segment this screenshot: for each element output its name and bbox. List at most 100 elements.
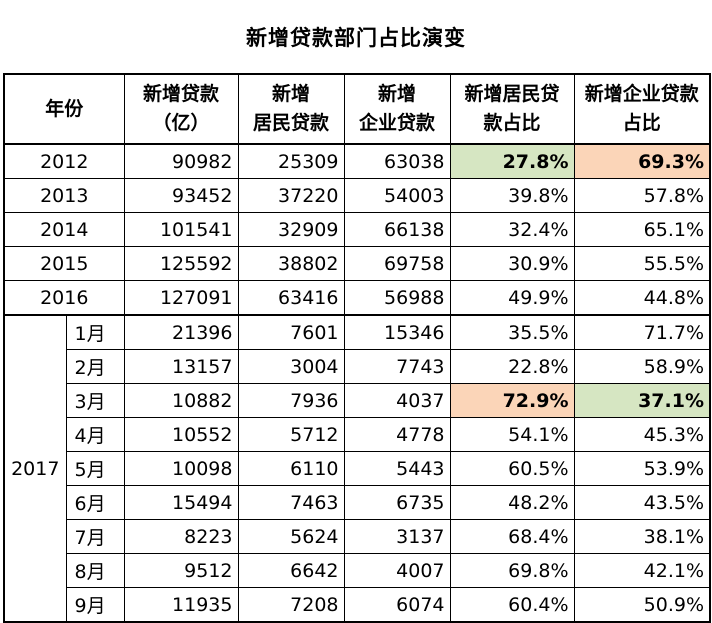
total-cell: 93452 <box>123 178 239 213</box>
resident-cell: 7936 <box>237 383 345 418</box>
header-year: 年份 <box>3 73 125 145</box>
resident-ratio-cell: 22.8% <box>449 349 575 384</box>
loan-ratio-table: 年份 新增贷款 （亿） 新增 居民贷款 新增 企业贷款 新增居民贷 款占比 新增企业贷款… <box>3 73 711 623</box>
enterprise-ratio-cell: 45.3% <box>573 417 711 452</box>
enterprise-cell: 5443 <box>343 451 451 486</box>
month-cell: 7月 <box>65 519 125 554</box>
resident-ratio-cell: 49.9% <box>449 280 575 316</box>
total-cell: 90982 <box>123 143 239 179</box>
enterprise-cell: 63038 <box>343 143 451 179</box>
total-cell: 101541 <box>123 212 239 247</box>
resident-cell: 6110 <box>237 451 345 486</box>
month-cell: 4月 <box>65 417 125 452</box>
total-cell: 10552 <box>123 417 239 452</box>
table-row: 6月 15494 7463 6735 48.2% 43.5% <box>4 485 711 520</box>
month-cell: 8月 <box>65 553 125 588</box>
resident-cell: 6642 <box>237 553 345 588</box>
enterprise-ratio-cell: 65.1% <box>573 212 711 247</box>
header-resident: 新增 居民贷款 <box>237 73 345 145</box>
year-cell: 2014 <box>3 212 125 247</box>
resident-cell: 25309 <box>237 143 345 179</box>
resident-ratio-cell: 68.4% <box>449 519 575 554</box>
table-row: 2014 101541 32909 66138 32.4% 65.1% <box>3 212 711 247</box>
resident-cell: 7208 <box>237 587 345 623</box>
total-cell: 125592 <box>123 246 239 281</box>
enterprise-cell: 54003 <box>343 178 451 213</box>
total-cell: 15494 <box>123 485 239 520</box>
resident-ratio-cell: 60.5% <box>449 451 575 486</box>
table-row: 2012 90982 25309 63038 27.8% 69.3% <box>3 143 711 179</box>
table-row: 2月 13157 3004 7743 22.8% 58.9% <box>4 349 711 384</box>
enterprise-cell: 69758 <box>343 246 451 281</box>
header-total: 新增贷款 （亿） <box>123 73 239 145</box>
resident-ratio-cell: 32.4% <box>449 212 575 247</box>
resident-cell: 5624 <box>237 519 345 554</box>
enterprise-ratio-cell: 53.9% <box>573 451 711 486</box>
month-cell: 5月 <box>65 451 125 486</box>
enterprise-cell: 3137 <box>343 519 451 554</box>
year-cell: 2013 <box>3 178 125 213</box>
table-row: 2015 125592 38802 69758 30.9% 55.5% <box>3 246 711 281</box>
resident-cell: 38802 <box>237 246 345 281</box>
table-title: 新增贷款部门占比演变 <box>246 26 466 50</box>
table-row: 5月 10098 6110 5443 60.5% 53.9% <box>4 451 711 486</box>
enterprise-ratio-cell: 55.5% <box>573 246 711 281</box>
resident-ratio-cell: 54.1% <box>449 417 575 452</box>
header-resident-ratio: 新增居民贷 款占比 <box>449 73 575 145</box>
table-row: 3月 10882 7936 4037 72.9% 37.1% <box>4 383 711 418</box>
resident-cell: 32909 <box>237 212 345 247</box>
enterprise-cell: 4007 <box>343 553 451 588</box>
month-cell: 3月 <box>65 383 125 418</box>
resident-ratio-cell: 72.9% <box>449 383 575 418</box>
enterprise-ratio-cell: 58.9% <box>573 349 711 384</box>
enterprise-cell: 56988 <box>343 280 451 316</box>
total-cell: 127091 <box>123 280 239 316</box>
resident-cell: 63416 <box>237 280 345 316</box>
enterprise-ratio-cell: 42.1% <box>573 553 711 588</box>
header-enterprise: 新增 企业贷款 <box>343 73 451 145</box>
enterprise-ratio-cell: 69.3% <box>573 143 711 179</box>
table-row: 8月 9512 6642 4007 69.8% 42.1% <box>4 553 711 588</box>
total-cell: 10098 <box>123 451 239 486</box>
enterprise-cell: 15346 <box>343 314 451 350</box>
table-row: 4月 10552 5712 4778 54.1% 45.3% <box>4 417 711 452</box>
month-cell: 1月 <box>65 314 125 350</box>
resident-ratio-cell: 27.8% <box>449 143 575 179</box>
total-cell: 21396 <box>123 314 239 350</box>
total-cell: 8223 <box>123 519 239 554</box>
total-cell: 13157 <box>123 349 239 384</box>
resident-ratio-cell: 48.2% <box>449 485 575 520</box>
resident-ratio-cell: 69.8% <box>449 553 575 588</box>
table-row: 2013 93452 37220 54003 39.8% 57.8% <box>3 178 711 213</box>
table-row: 7月 8223 5624 3137 68.4% 38.1% <box>4 519 711 554</box>
year-cell: 2015 <box>3 246 125 281</box>
header-row: 年份 新增贷款 （亿） 新增 居民贷款 新增 企业贷款 新增居民贷 款占比 新增企业贷款… <box>3 73 711 145</box>
year-cell: 2012 <box>3 143 125 179</box>
table-row: 2017 1月 21396 7601 15346 35.5% 71.7% <box>3 314 711 623</box>
table-row: 2016 127091 63416 56988 49.9% 44.8% <box>3 280 711 316</box>
resident-cell: 7463 <box>237 485 345 520</box>
year-cell: 2016 <box>3 280 125 316</box>
resident-cell: 7601 <box>237 314 345 350</box>
enterprise-cell: 6074 <box>343 587 451 623</box>
resident-cell: 3004 <box>237 349 345 384</box>
month-cell: 6月 <box>65 485 125 520</box>
enterprise-ratio-cell: 44.8% <box>573 280 711 316</box>
enterprise-cell: 4778 <box>343 417 451 452</box>
year-2017-cell: 2017 <box>3 314 67 623</box>
enterprise-ratio-cell: 71.7% <box>573 314 711 350</box>
enterprise-ratio-cell: 57.8% <box>573 178 711 213</box>
resident-ratio-cell: 60.4% <box>449 587 575 623</box>
total-cell: 10882 <box>123 383 239 418</box>
enterprise-ratio-cell: 38.1% <box>573 519 711 554</box>
total-cell: 9512 <box>123 553 239 588</box>
header-enterprise-ratio: 新增企业贷款 占比 <box>573 73 711 145</box>
enterprise-ratio-cell: 37.1% <box>573 383 711 418</box>
enterprise-cell: 6735 <box>343 485 451 520</box>
enterprise-ratio-cell: 43.5% <box>573 485 711 520</box>
total-cell: 11935 <box>123 587 239 623</box>
resident-cell: 5712 <box>237 417 345 452</box>
resident-cell: 37220 <box>237 178 345 213</box>
table-row: 9月 11935 7208 6074 60.4% 50.9% <box>4 587 711 623</box>
month-cell: 2月 <box>65 349 125 384</box>
